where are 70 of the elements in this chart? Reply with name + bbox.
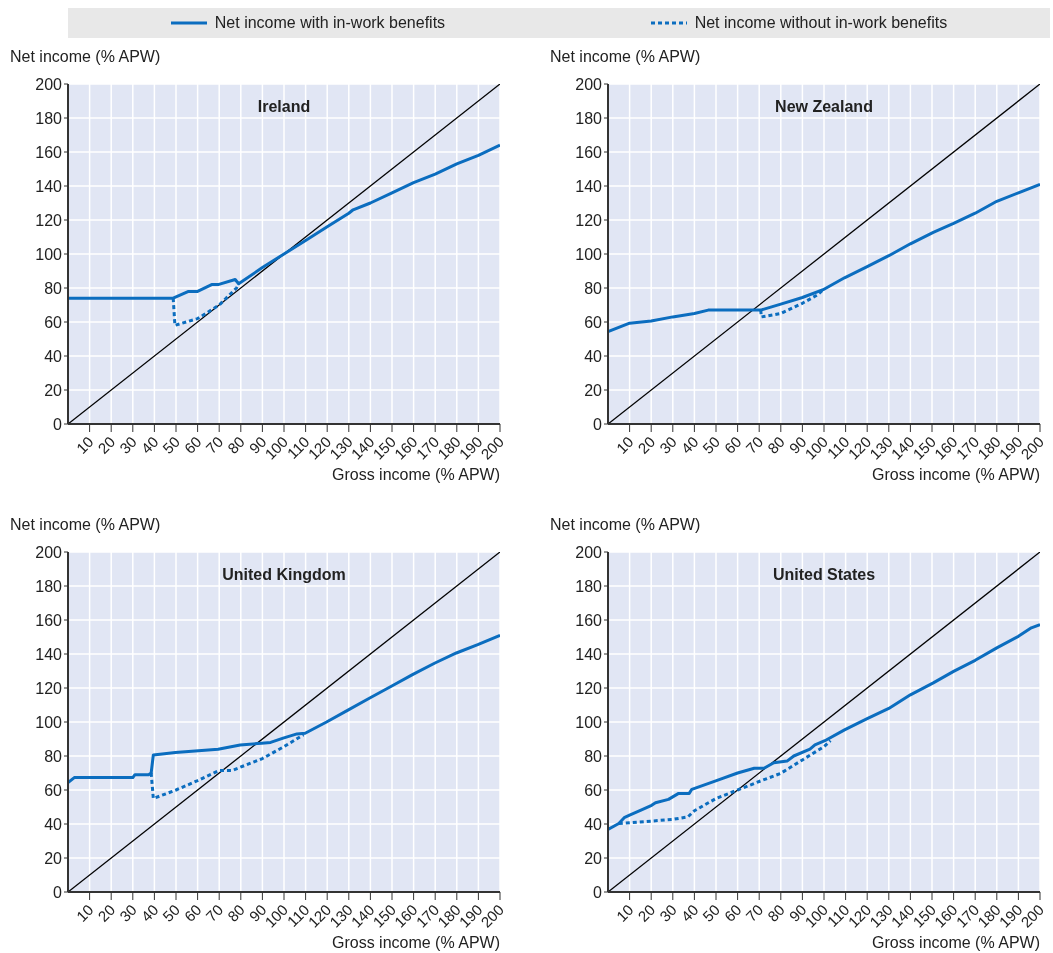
y-tick-label: 60	[584, 781, 603, 799]
legend-label: Net income without in-work benefits	[694, 14, 948, 32]
y-axis-title: Net income (% APW)	[10, 48, 161, 66]
y-axis-title: Net income (% APW)	[550, 48, 701, 66]
y-tick-label: 20	[584, 381, 603, 399]
y-tick-label: 120	[575, 679, 603, 697]
y-tick-label: 120	[35, 211, 63, 229]
y-tick-label: 140	[575, 177, 603, 195]
y-tick-label: 100	[575, 713, 603, 731]
x-tick-label: 40	[677, 432, 702, 457]
text: New Zealand	[774, 98, 874, 116]
x-tick-label: 10	[612, 432, 637, 457]
y-tick-label: 140	[35, 645, 63, 663]
y-tick-label: 40	[584, 815, 603, 833]
text: Ireland	[256, 98, 312, 116]
y-tick-label: 160	[575, 611, 603, 629]
y-tick-label: 120	[35, 679, 63, 697]
y-tick-label: 80	[584, 279, 603, 297]
x-tick-label: 10	[72, 432, 97, 457]
line-series	[617, 739, 832, 825]
y-tick-label: 180	[35, 109, 63, 127]
x-axis-title: Gross income (% APW)	[331, 466, 500, 484]
y-tick-label: 40	[44, 347, 63, 365]
y-tick-label: 160	[35, 143, 63, 161]
y-tick-label: 140	[575, 645, 603, 663]
y-tick-label: 0	[593, 415, 603, 433]
y-tick-label: 180	[575, 577, 603, 595]
y-tick-label: 60	[44, 313, 63, 331]
x-axis-title: Gross income (% APW)	[331, 934, 500, 952]
y-tick-label: 20	[584, 849, 603, 867]
y-axis-title: Net income (% APW)	[10, 516, 161, 534]
y-tick-label: 140	[35, 177, 63, 195]
line-series	[608, 182, 1040, 334]
y-tick-label: 40	[584, 347, 603, 365]
legend-label: Net income with in-work benefits	[214, 14, 446, 32]
x-tick-label: 10	[72, 900, 97, 925]
y-tick-label: 180	[35, 577, 63, 595]
y-tick-label: 40	[44, 815, 63, 833]
x-tick-label: 40	[677, 900, 702, 925]
line-series	[608, 623, 1040, 831]
x-tick-label: 40	[137, 900, 162, 925]
x-axis-title: Gross income (% APW)	[871, 934, 1040, 952]
text: United Kingdom	[221, 566, 347, 584]
x-axis-title: Gross income (% APW)	[871, 466, 1040, 484]
y-tick-label: 60	[44, 781, 63, 799]
y-tick-label: 80	[44, 279, 63, 297]
text: United States	[771, 566, 877, 584]
y-tick-label: 80	[44, 747, 63, 765]
y-tick-label: 200	[575, 543, 603, 561]
x-tick-label: 10	[612, 900, 637, 925]
x-tick-label: 40	[137, 432, 162, 457]
y-tick-label: 0	[593, 883, 603, 901]
y-axis-title: Net income (% APW)	[550, 516, 701, 534]
y-tick-label: 160	[575, 143, 603, 161]
y-tick-label: 160	[35, 611, 63, 629]
y-tick-label: 100	[35, 713, 63, 731]
y-tick-label: 100	[575, 245, 603, 263]
y-tick-label: 0	[53, 883, 63, 901]
y-tick-label: 20	[44, 849, 63, 867]
y-tick-label: 200	[35, 75, 63, 93]
y-tick-label: 80	[584, 747, 603, 765]
y-tick-label: 60	[584, 313, 603, 331]
y-tick-label: 0	[53, 415, 63, 433]
y-tick-label: 120	[575, 211, 603, 229]
y-tick-label: 100	[35, 245, 63, 263]
y-tick-label: 180	[575, 109, 603, 127]
y-tick-label: 200	[35, 543, 63, 561]
y-tick-label: 20	[44, 381, 63, 399]
y-tick-label: 200	[575, 75, 603, 93]
line-series	[759, 288, 825, 319]
